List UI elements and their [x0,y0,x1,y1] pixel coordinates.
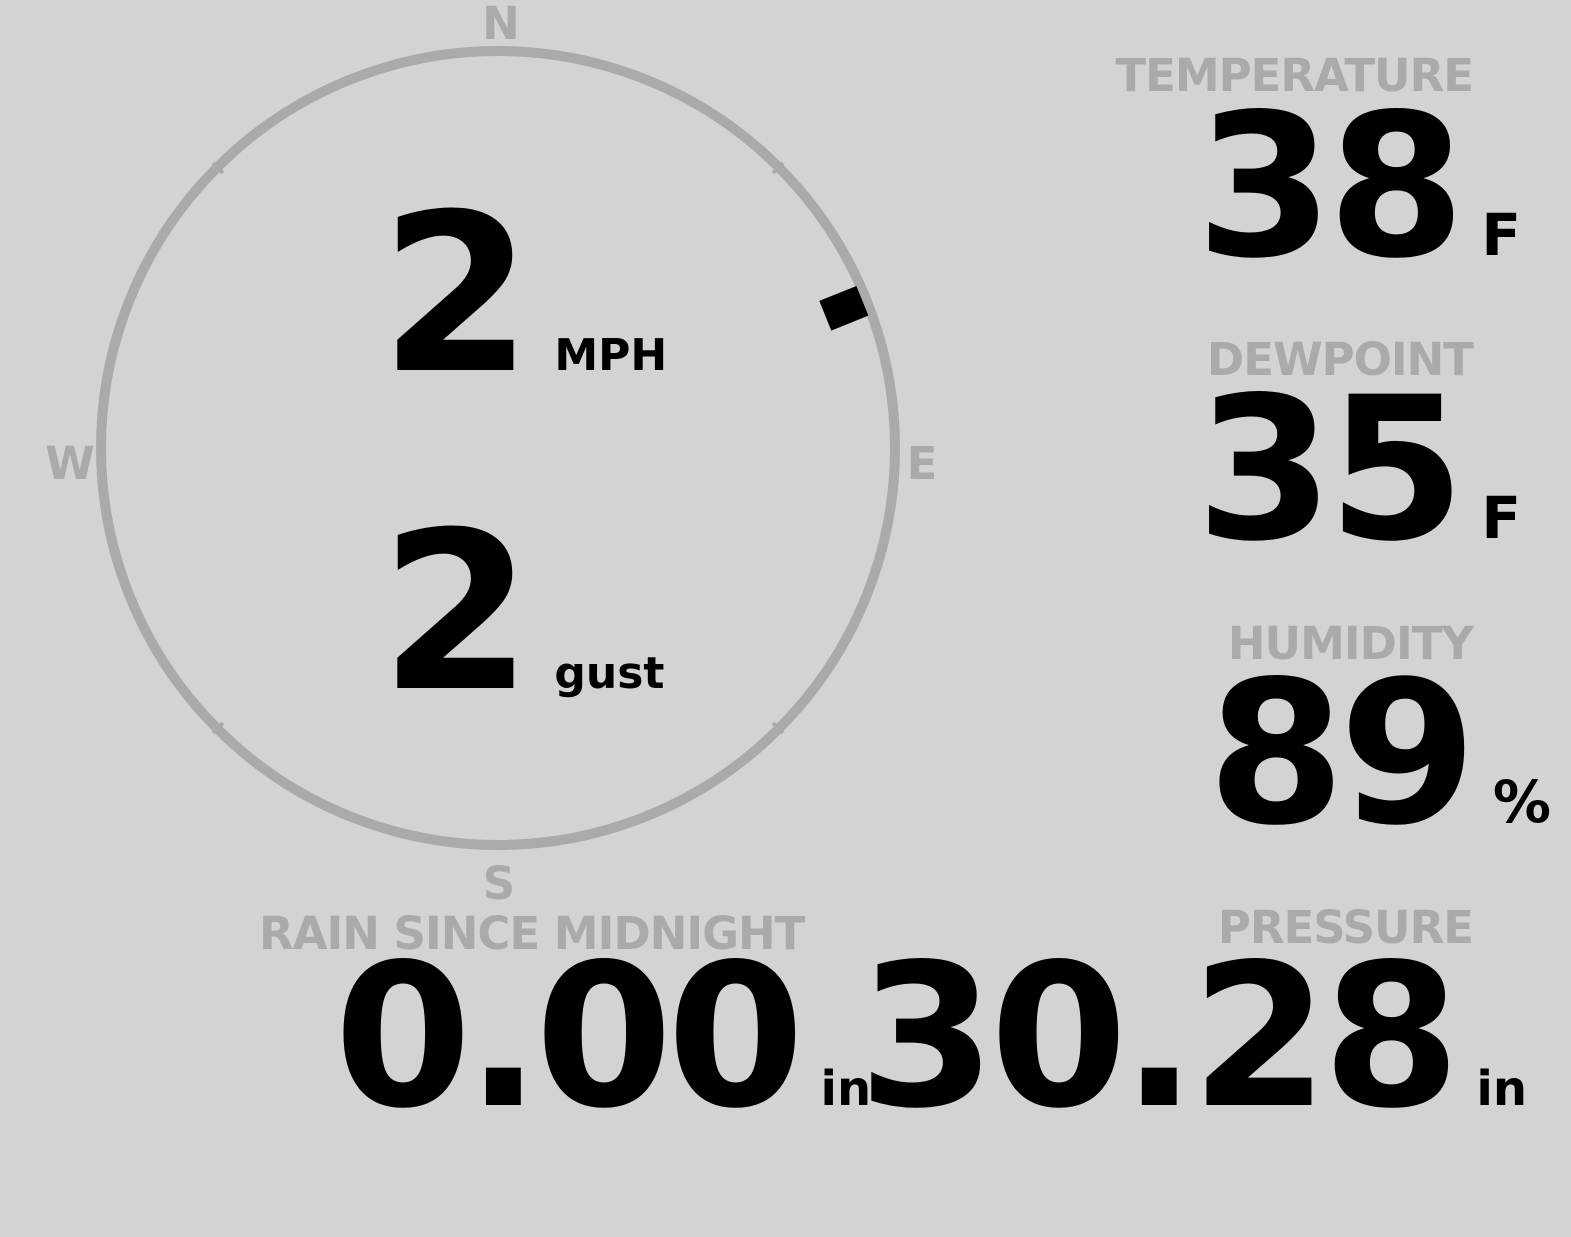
pressure-label: PRESSURE [1217,901,1474,954]
humidity-value: 89 [1207,638,1477,869]
temperature-value: 38 [1195,71,1466,302]
dewpoint-reading: 35 F [1196,371,1521,569]
temperature-label: TEMPERATURE [1115,49,1474,102]
wind-gust: 2 gust [380,503,664,722]
temperature-reading: 38 F [1196,88,1521,286]
dewpoint-unit: F [1481,484,1521,552]
compass-east-label: E [906,437,938,490]
compass-ring [96,46,900,850]
dewpoint-label: DEWPOINT [1206,333,1474,386]
wind-gust-value: 2 [380,485,533,740]
compass-tick [211,161,225,175]
compass-south-label: S [482,857,516,910]
rain-label: RAIN SINCE MIDNIGHT [259,907,805,960]
dewpoint-value: 35 [1195,354,1466,585]
compass-tick [211,721,225,735]
pressure-value: 30.28 [858,921,1460,1152]
compass-tick [771,161,785,175]
compass-tick [771,721,785,735]
wind-speed-unit: MPH [554,330,668,381]
temperature-unit: F [1481,201,1521,269]
wind-speed-value: 2 [380,167,533,422]
wind-gust-unit: gust [554,648,665,699]
pressure-reading: 30.28 in [858,938,1527,1136]
humidity-unit: % [1492,768,1551,836]
wind-speed: 2 MPH [380,185,667,404]
wind-compass-dial [96,46,900,850]
compass-west-label: W [45,437,95,490]
compass-ticks [211,161,785,735]
humidity-reading: 89 % [1207,655,1551,853]
rain-reading: 0.00 in [334,938,871,1136]
humidity-label: HUMIDITY [1227,617,1474,670]
rain-value: 0.00 [334,921,805,1152]
rain-unit: in [820,1061,872,1117]
pressure-unit: in [1476,1061,1527,1117]
wind-direction-marker [819,285,869,331]
compass-north-label: N [482,0,520,50]
